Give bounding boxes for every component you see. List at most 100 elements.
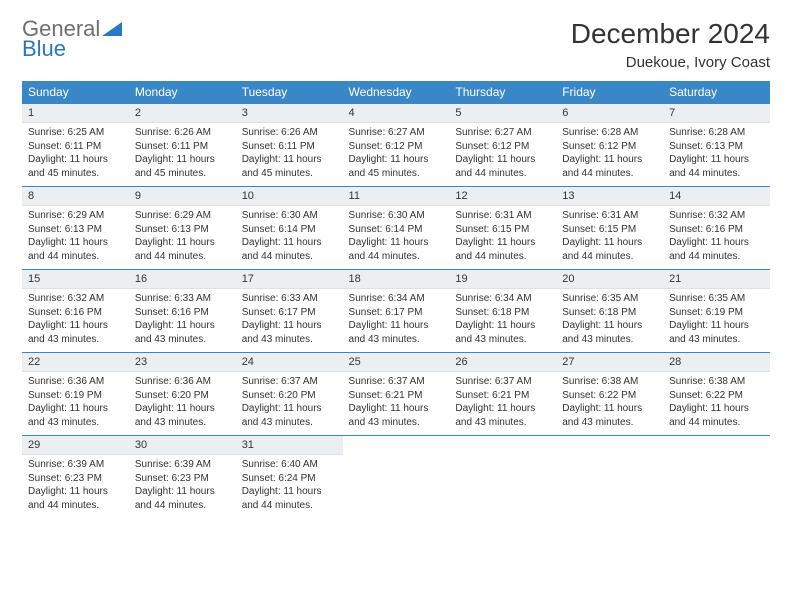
calendar-cell: 13Sunrise: 6:31 AMSunset: 6:15 PMDayligh…: [556, 186, 663, 269]
day-number: 16: [129, 270, 236, 289]
day-number: 6: [556, 104, 663, 123]
daylight-line: Daylight: 11 hours and 45 minutes.: [28, 153, 123, 180]
day-number: 31: [236, 436, 343, 455]
sunrise-line: Sunrise: 6:26 AM: [135, 126, 230, 140]
sunset-line: Sunset: 6:13 PM: [135, 223, 230, 237]
calendar-cell: 23Sunrise: 6:36 AMSunset: 6:20 PMDayligh…: [129, 352, 236, 435]
calendar-cell: 31Sunrise: 6:40 AMSunset: 6:24 PMDayligh…: [236, 435, 343, 518]
day-number: 11: [343, 187, 450, 206]
calendar-cell: 29Sunrise: 6:39 AMSunset: 6:23 PMDayligh…: [22, 435, 129, 518]
sunset-line: Sunset: 6:18 PM: [562, 306, 657, 320]
daylight-line: Daylight: 11 hours and 43 minutes.: [455, 402, 550, 429]
calendar-cell: [556, 435, 663, 518]
day-number: 12: [449, 187, 556, 206]
sunrise-line: Sunrise: 6:29 AM: [135, 209, 230, 223]
sunset-line: Sunset: 6:21 PM: [455, 389, 550, 403]
sunset-line: Sunset: 6:24 PM: [242, 472, 337, 486]
header: General Blue December 2024 Duekoue, Ivor…: [22, 18, 770, 71]
day-number: 30: [129, 436, 236, 455]
sunset-line: Sunset: 6:17 PM: [349, 306, 444, 320]
day-details: Sunrise: 6:37 AMSunset: 6:21 PMDaylight:…: [343, 372, 450, 435]
day-details: Sunrise: 6:30 AMSunset: 6:14 PMDaylight:…: [343, 206, 450, 269]
sunrise-line: Sunrise: 6:35 AM: [562, 292, 657, 306]
calendar-cell: 28Sunrise: 6:38 AMSunset: 6:22 PMDayligh…: [663, 352, 770, 435]
sunrise-line: Sunrise: 6:29 AM: [28, 209, 123, 223]
sunrise-line: Sunrise: 6:33 AM: [135, 292, 230, 306]
sunrise-line: Sunrise: 6:39 AM: [135, 458, 230, 472]
sunset-line: Sunset: 6:20 PM: [242, 389, 337, 403]
sunset-line: Sunset: 6:22 PM: [562, 389, 657, 403]
day-details: Sunrise: 6:27 AMSunset: 6:12 PMDaylight:…: [449, 123, 556, 186]
calendar-cell: 10Sunrise: 6:30 AMSunset: 6:14 PMDayligh…: [236, 186, 343, 269]
daylight-line: Daylight: 11 hours and 44 minutes.: [349, 236, 444, 263]
calendar-cell: 1Sunrise: 6:25 AMSunset: 6:11 PMDaylight…: [22, 103, 129, 186]
day-details: Sunrise: 6:35 AMSunset: 6:18 PMDaylight:…: [556, 289, 663, 352]
day-details: Sunrise: 6:36 AMSunset: 6:20 PMDaylight:…: [129, 372, 236, 435]
day-details: Sunrise: 6:29 AMSunset: 6:13 PMDaylight:…: [129, 206, 236, 269]
day-details: Sunrise: 6:27 AMSunset: 6:12 PMDaylight:…: [343, 123, 450, 186]
daylight-line: Daylight: 11 hours and 43 minutes.: [455, 319, 550, 346]
day-details: Sunrise: 6:36 AMSunset: 6:19 PMDaylight:…: [22, 372, 129, 435]
daylight-line: Daylight: 11 hours and 45 minutes.: [242, 153, 337, 180]
sunset-line: Sunset: 6:11 PM: [135, 140, 230, 154]
logo: General Blue: [22, 18, 124, 60]
day-number: 9: [129, 187, 236, 206]
weekday-header: Thursday: [449, 81, 556, 103]
day-details: Sunrise: 6:39 AMSunset: 6:23 PMDaylight:…: [129, 455, 236, 518]
day-number: 10: [236, 187, 343, 206]
sunrise-line: Sunrise: 6:26 AM: [242, 126, 337, 140]
day-details: Sunrise: 6:26 AMSunset: 6:11 PMDaylight:…: [236, 123, 343, 186]
day-details: Sunrise: 6:28 AMSunset: 6:12 PMDaylight:…: [556, 123, 663, 186]
daylight-line: Daylight: 11 hours and 44 minutes.: [669, 153, 764, 180]
sunset-line: Sunset: 6:19 PM: [669, 306, 764, 320]
daylight-line: Daylight: 11 hours and 43 minutes.: [135, 319, 230, 346]
day-number: 28: [663, 353, 770, 372]
day-number: 23: [129, 353, 236, 372]
daylight-line: Daylight: 11 hours and 43 minutes.: [242, 319, 337, 346]
day-number: 25: [343, 353, 450, 372]
day-details: Sunrise: 6:34 AMSunset: 6:17 PMDaylight:…: [343, 289, 450, 352]
sunset-line: Sunset: 6:16 PM: [135, 306, 230, 320]
daylight-line: Daylight: 11 hours and 44 minutes.: [669, 402, 764, 429]
calendar-cell: 14Sunrise: 6:32 AMSunset: 6:16 PMDayligh…: [663, 186, 770, 269]
calendar-cell: 21Sunrise: 6:35 AMSunset: 6:19 PMDayligh…: [663, 269, 770, 352]
sunset-line: Sunset: 6:16 PM: [28, 306, 123, 320]
day-number: 3: [236, 104, 343, 123]
sunrise-line: Sunrise: 6:30 AM: [349, 209, 444, 223]
calendar-row: 15Sunrise: 6:32 AMSunset: 6:16 PMDayligh…: [22, 269, 770, 352]
calendar-row: 8Sunrise: 6:29 AMSunset: 6:13 PMDaylight…: [22, 186, 770, 269]
sunset-line: Sunset: 6:18 PM: [455, 306, 550, 320]
day-details: Sunrise: 6:35 AMSunset: 6:19 PMDaylight:…: [663, 289, 770, 352]
day-details: Sunrise: 6:34 AMSunset: 6:18 PMDaylight:…: [449, 289, 556, 352]
sunrise-line: Sunrise: 6:38 AM: [669, 375, 764, 389]
daylight-line: Daylight: 11 hours and 43 minutes.: [28, 402, 123, 429]
day-number: 29: [22, 436, 129, 455]
daylight-line: Daylight: 11 hours and 43 minutes.: [562, 402, 657, 429]
weekday-header: Sunday: [22, 81, 129, 103]
day-number: 26: [449, 353, 556, 372]
calendar-cell: 5Sunrise: 6:27 AMSunset: 6:12 PMDaylight…: [449, 103, 556, 186]
daylight-line: Daylight: 11 hours and 45 minutes.: [135, 153, 230, 180]
page-subtitle: Duekoue, Ivory Coast: [571, 54, 770, 71]
calendar-cell: 25Sunrise: 6:37 AMSunset: 6:21 PMDayligh…: [343, 352, 450, 435]
daylight-line: Daylight: 11 hours and 43 minutes.: [28, 319, 123, 346]
calendar-cell: 4Sunrise: 6:27 AMSunset: 6:12 PMDaylight…: [343, 103, 450, 186]
calendar-cell: 6Sunrise: 6:28 AMSunset: 6:12 PMDaylight…: [556, 103, 663, 186]
page-title: December 2024: [571, 18, 770, 50]
calendar-row: 1Sunrise: 6:25 AMSunset: 6:11 PMDaylight…: [22, 103, 770, 186]
weekday-header: Tuesday: [236, 81, 343, 103]
sunrise-line: Sunrise: 6:39 AM: [28, 458, 123, 472]
sunrise-line: Sunrise: 6:40 AM: [242, 458, 337, 472]
daylight-line: Daylight: 11 hours and 43 minutes.: [349, 319, 444, 346]
day-details: Sunrise: 6:32 AMSunset: 6:16 PMDaylight:…: [22, 289, 129, 352]
sunset-line: Sunset: 6:11 PM: [242, 140, 337, 154]
daylight-line: Daylight: 11 hours and 44 minutes.: [455, 153, 550, 180]
weekday-header: Friday: [556, 81, 663, 103]
calendar-cell: 20Sunrise: 6:35 AMSunset: 6:18 PMDayligh…: [556, 269, 663, 352]
day-number: 15: [22, 270, 129, 289]
sunset-line: Sunset: 6:12 PM: [562, 140, 657, 154]
daylight-line: Daylight: 11 hours and 43 minutes.: [669, 319, 764, 346]
page: General Blue December 2024 Duekoue, Ivor…: [0, 0, 792, 536]
title-block: December 2024 Duekoue, Ivory Coast: [571, 18, 770, 71]
day-number: 14: [663, 187, 770, 206]
